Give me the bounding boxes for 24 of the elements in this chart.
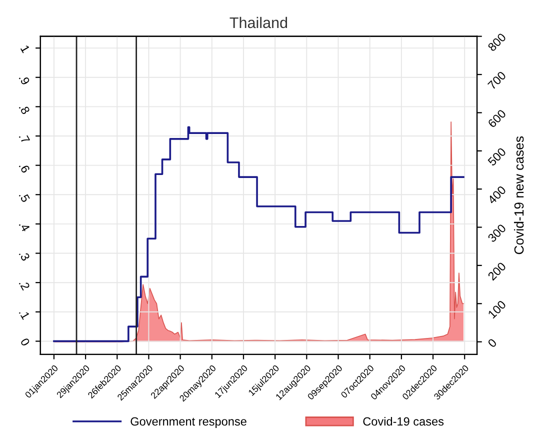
legend-label: Covid-19 cases: [363, 416, 444, 426]
y-tick-label: .9: [18, 74, 30, 86]
y2-tick-label: 400: [487, 185, 506, 205]
y-tick-label: .5: [18, 192, 30, 203]
y-tick-label: .1: [18, 308, 30, 320]
y-tick-label: .3: [18, 250, 30, 262]
y2-tick-label: 600: [487, 108, 506, 128]
y2-tick-label: 100: [488, 300, 506, 319]
y2-tick-label: 0: [487, 338, 498, 348]
y2-tick-label: 800: [487, 32, 506, 52]
y2-tick-label: 700: [487, 70, 506, 90]
y-tick-label: .4: [18, 220, 30, 232]
y-tick-label: .7: [18, 132, 30, 144]
y2-tick-label: 300: [487, 224, 506, 243]
y-tick-label: 1: [20, 44, 30, 54]
y2-tick-label: 200: [487, 262, 506, 281]
y-tick-label: .6: [18, 162, 30, 174]
y-tick-label: .2: [18, 279, 30, 291]
y2-axis-title: Covid-19 new cases: [514, 136, 524, 254]
y-tick-label: 0: [20, 337, 30, 347]
y-tick-label: .8: [18, 103, 30, 115]
legend-label: Government response: [130, 417, 246, 428]
y2-tick-label: 500: [487, 147, 506, 166]
chart-title: Thailand: [230, 16, 288, 28]
